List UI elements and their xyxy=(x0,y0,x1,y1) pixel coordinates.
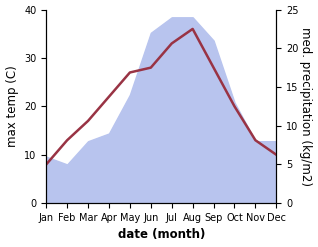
Y-axis label: med. precipitation (kg/m2): med. precipitation (kg/m2) xyxy=(300,27,313,186)
Y-axis label: max temp (C): max temp (C) xyxy=(5,65,18,147)
X-axis label: date (month): date (month) xyxy=(118,228,205,242)
